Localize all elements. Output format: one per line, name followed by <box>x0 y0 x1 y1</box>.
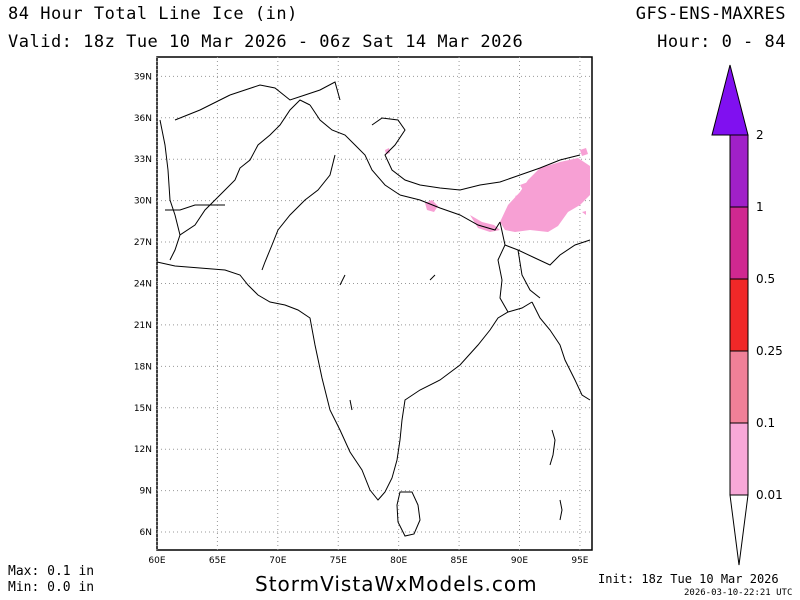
color-scale: 0.01 0.1 0.25 0.5 1 2 <box>711 64 783 566</box>
map-frame <box>156 56 593 551</box>
lat-label: 30N <box>134 197 152 207</box>
valid-period: Valid: 18z Tue 10 Mar 2026 - 06z Sat 14 … <box>8 32 524 52</box>
colorbar-bin-1-2 <box>729 134 749 208</box>
colorbar-bin-0.5-1 <box>729 206 749 280</box>
colorbar-label: 2 <box>756 128 764 142</box>
min-value: Min: 0.0 in <box>8 580 95 595</box>
forecast-hour-range: Hour: 0 - 84 <box>657 32 786 52</box>
lat-label: 24N <box>134 279 152 289</box>
lat-lon-grid <box>156 57 592 550</box>
coastline-borders <box>156 81 591 537</box>
lat-label: 39N <box>134 72 152 82</box>
lon-label: 65E <box>209 556 226 566</box>
lon-label: 90E <box>511 556 528 566</box>
lat-label: 21N <box>134 321 152 331</box>
colorbar-max-arrow <box>711 64 749 136</box>
lon-label: 80E <box>390 556 407 566</box>
lat-label: 18N <box>134 362 152 372</box>
colorbar-label: 0.01 <box>756 488 783 502</box>
lat-label: 15N <box>134 404 152 414</box>
lat-label: 27N <box>134 238 152 248</box>
lon-label: 60E <box>148 556 165 566</box>
max-value: Max: 0.1 in <box>8 564 95 579</box>
lat-label: 9N <box>140 487 152 497</box>
timestamp-date: 2026-03-10-22:21 <box>684 588 771 598</box>
lat-label: 33N <box>134 155 152 165</box>
lon-label: 75E <box>330 556 347 566</box>
lon-label: 85E <box>451 556 468 566</box>
latitude-labels: 39N 36N 33N 30N 27N 24N 21N 18N 15N 12N 9N 6N <box>134 72 152 538</box>
colorbar-label: 0.5 <box>756 272 775 286</box>
timestamp: 2026-03-10-22:21 UTC <box>684 588 792 598</box>
longitude-labels: 60E 65E 70E 75E 80E 85E 90E 95E <box>148 556 588 566</box>
lat-label: 36N <box>134 114 152 124</box>
lat-label: 12N <box>134 445 152 455</box>
timestamp-tz: UTC <box>776 588 793 598</box>
colorbar-bin-0.01-0.1 <box>729 422 749 496</box>
colorbar-label: 0.1 <box>756 416 775 430</box>
init-time: Init: 18z Tue 10 Mar 2026 <box>598 572 779 586</box>
model-name: GFS-ENS-MAXRES <box>635 4 786 24</box>
colorbar-label: 0.25 <box>756 344 783 358</box>
colorbar-bin-0.1-0.25 <box>729 350 749 424</box>
map-title: 84 Hour Total Line Ice (in) <box>8 4 298 24</box>
lon-label: 95E <box>571 556 588 566</box>
colorbar-min-arrow <box>729 494 749 566</box>
lat-label: 6N <box>140 528 152 538</box>
colorbar-bin-0.25-0.5 <box>729 278 749 352</box>
site-watermark: StormVistaWxModels.com <box>255 572 538 596</box>
colorbar-label: 1 <box>756 200 764 214</box>
lon-label: 70E <box>269 556 286 566</box>
